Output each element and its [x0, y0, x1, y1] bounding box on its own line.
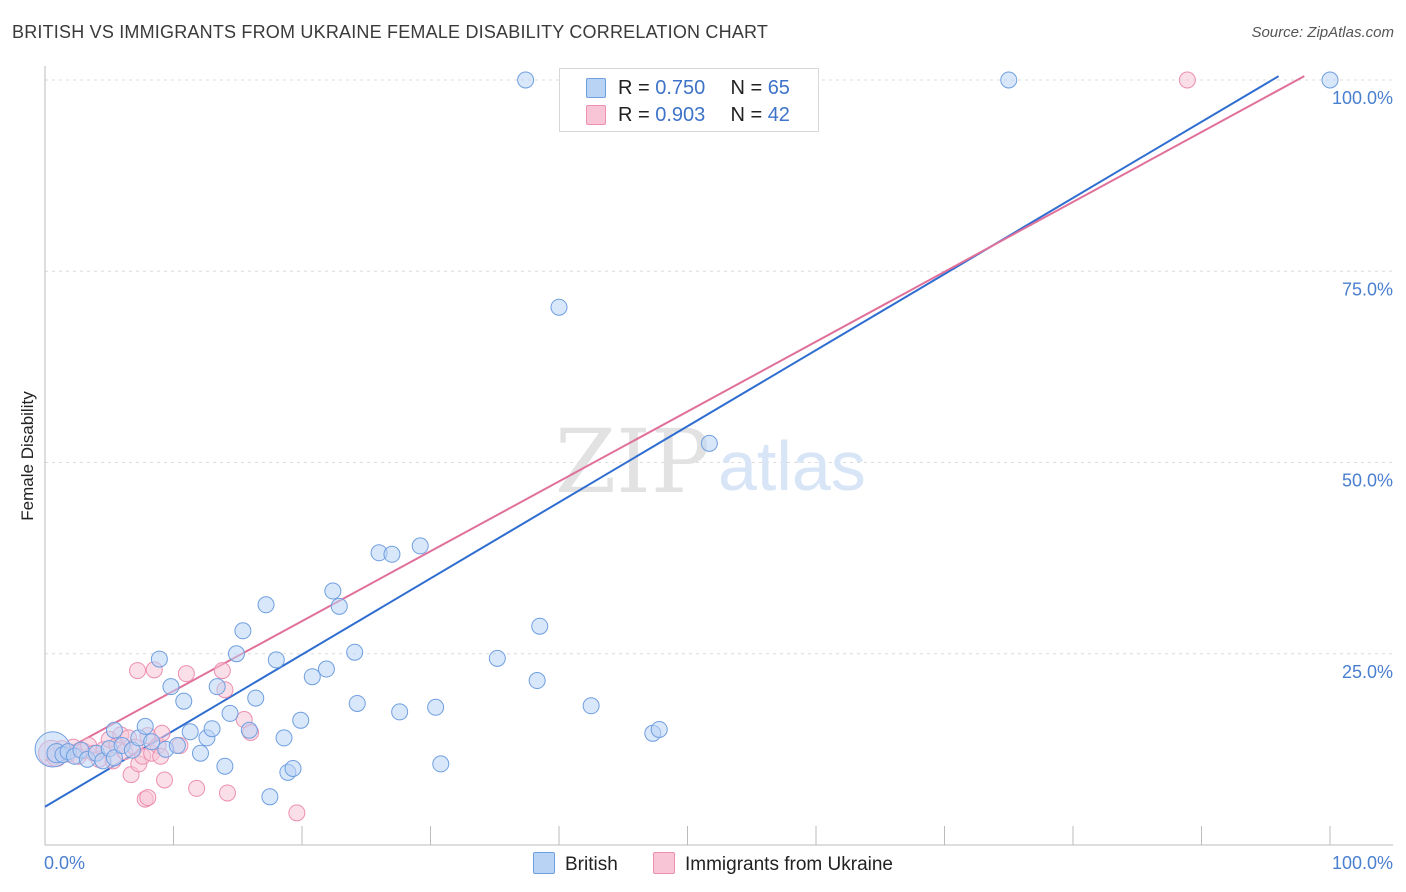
correlation-legend: R = 0.750 N = 65 R = 0.903 N = 42: [559, 68, 819, 132]
british-point: [162, 678, 180, 696]
british-point: [1000, 71, 1018, 89]
x-tick-marks: [44, 826, 1331, 845]
british-point: [221, 704, 239, 722]
british-point: [550, 298, 568, 316]
british-point: [257, 596, 275, 614]
british-point: [247, 689, 265, 707]
bottom-legend-ukraine: Immigrants from Ukraine: [653, 852, 893, 876]
y-tick-label-50: 50.0%: [1342, 471, 1393, 491]
british-points: [34, 71, 1339, 806]
bottom-legend-british: British: [533, 852, 618, 876]
british-point: [700, 434, 718, 452]
watermark-atlas: atlas: [718, 427, 866, 505]
ukraine-swatch: [586, 105, 606, 125]
british-point: [650, 720, 668, 738]
ukraine-legend-swatch: [653, 852, 675, 874]
british-point: [227, 645, 245, 663]
ukraine-point: [188, 779, 206, 797]
british-point: [267, 651, 285, 669]
british-point: [391, 703, 409, 721]
british-point: [411, 537, 429, 555]
british-point: [105, 721, 123, 739]
y-tick-label-100: 100.0%: [1332, 88, 1393, 108]
british-legend-label: British: [565, 854, 618, 875]
british-point: [143, 733, 161, 751]
british-point: [275, 729, 293, 747]
british-point: [324, 582, 342, 600]
british-point: [181, 723, 199, 741]
ukraine-n-value: 42: [767, 104, 790, 126]
british-point: [175, 692, 193, 710]
british-point: [582, 697, 600, 715]
british-r-value: 0.750: [655, 77, 706, 99]
british-point: [432, 755, 450, 773]
ukraine-r-value: 0.903: [655, 104, 706, 126]
y-tick-labels: 25.0% 50.0% 75.0% 100.0%: [1332, 88, 1393, 682]
british-point: [150, 650, 168, 668]
ukraine-point: [156, 771, 174, 789]
british-point: [517, 71, 535, 89]
british-point: [136, 717, 154, 735]
british-legend-swatch: [533, 852, 555, 874]
british-point: [105, 749, 123, 767]
ukraine-point: [213, 662, 231, 680]
ukraine-point: [1178, 71, 1196, 89]
british-point: [203, 720, 221, 738]
y-tick-label-75: 75.0%: [1342, 279, 1393, 299]
watermark-zip: ZIP: [555, 410, 710, 513]
british-point: [346, 643, 364, 661]
british-point: [208, 678, 226, 696]
y-axis-label: Female Disability: [18, 391, 37, 521]
x-tick-label-min: 0.0%: [44, 853, 85, 873]
gridlines: [45, 79, 1393, 655]
ukraine-point: [129, 662, 147, 680]
british-point: [528, 672, 546, 690]
british-point: [488, 649, 506, 667]
british-n-label: N =: [730, 77, 768, 99]
british-point: [1321, 71, 1339, 89]
british-point: [240, 721, 258, 739]
ukraine-point: [139, 789, 157, 807]
british-point: [427, 698, 445, 716]
british-point: [317, 660, 335, 678]
ukraine-n-label: N =: [730, 104, 768, 126]
x-tick-label-max: 100.0%: [1332, 853, 1393, 873]
british-point: [216, 757, 234, 775]
y-tick-label-25: 25.0%: [1342, 662, 1393, 682]
chart-title: BRITISH VS IMMIGRANTS FROM UKRAINE FEMAL…: [12, 22, 769, 42]
british-point: [191, 744, 209, 762]
ukraine-trend-line: [44, 75, 1305, 762]
ukraine-point: [177, 665, 195, 683]
british-point: [383, 545, 401, 563]
british-point: [348, 694, 366, 712]
british-point: [168, 737, 186, 755]
british-point: [234, 622, 252, 640]
british-swatch: [586, 78, 606, 98]
british-point: [284, 760, 302, 777]
british-point: [531, 617, 549, 635]
british-r-label: R =: [618, 77, 656, 99]
british-trend-line: [44, 75, 1280, 808]
ukraine-legend-label: Immigrants from Ukraine: [685, 854, 893, 875]
british-n-value: 65: [767, 77, 790, 99]
ukraine-point: [218, 784, 236, 802]
watermark: ZIP atlas: [555, 410, 866, 513]
axes: [44, 66, 1393, 846]
british-point: [261, 788, 279, 806]
source-credit: Source: ZipAtlas.com: [1251, 24, 1394, 41]
british-point: [330, 597, 348, 615]
british-point: [303, 668, 321, 686]
british-point: [292, 711, 310, 729]
trend-lines: [44, 75, 1305, 808]
ukraine-point: [288, 804, 306, 822]
ukraine-r-label: R =: [618, 104, 656, 126]
